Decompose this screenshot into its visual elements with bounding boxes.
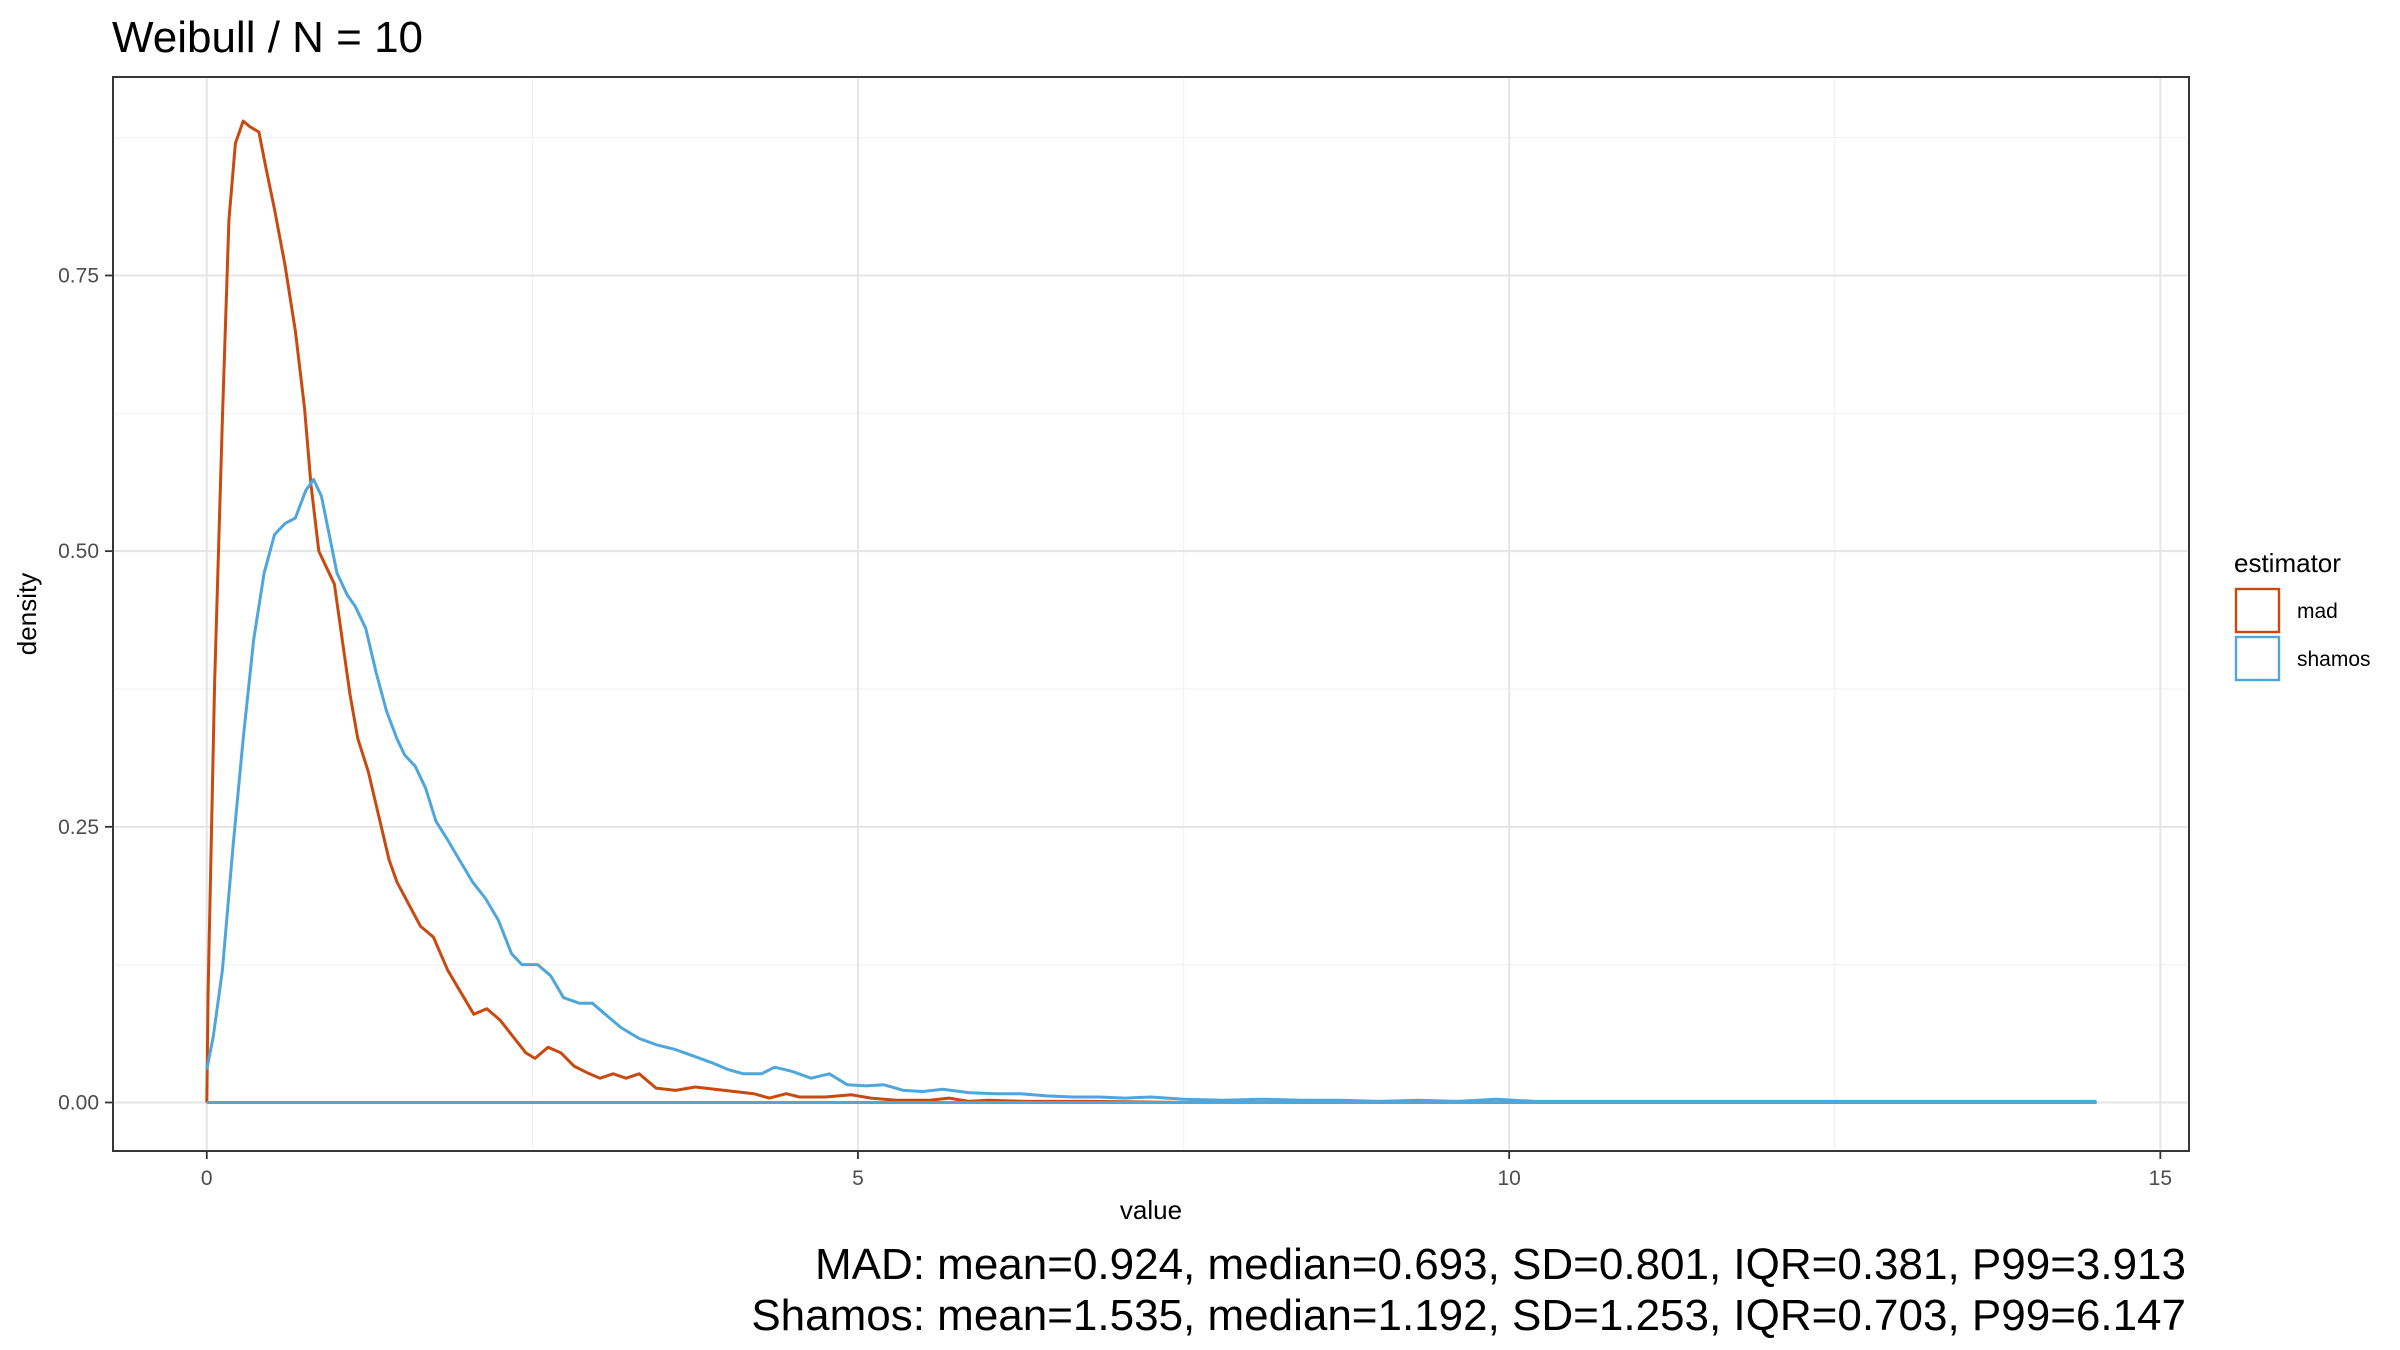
caption-shamos: Shamos: mean=1.535, median=1.192, SD=1.2… (751, 1291, 2186, 1340)
y-tick-label: 0.00 (58, 1091, 99, 1114)
x-tick-label: 10 (1497, 1167, 1520, 1190)
legend-label-mad: mad (2297, 600, 2338, 623)
x-tick-label: 0 (201, 1167, 213, 1190)
x-tick-label: 15 (2149, 1167, 2172, 1190)
x-axis: 0 5 10 15 (201, 1151, 2172, 1190)
legend: estimator mad shamos (2234, 548, 2371, 682)
y-tick-label: 0.75 (58, 264, 99, 287)
series-line-shamos (205, 478, 2097, 1104)
legend-label-shamos: shamos (2297, 648, 2371, 671)
y-axis: 0.00 0.25 0.50 0.75 (58, 264, 113, 1114)
y-axis-label: density (12, 573, 42, 655)
y-tick-label: 0.50 (58, 540, 99, 563)
series-layer (205, 119, 2097, 1104)
legend-key-shamos (2234, 635, 2281, 682)
legend-key-mad (2234, 587, 2281, 634)
x-tick-label: 5 (852, 1167, 864, 1190)
caption-mad: MAD: mean=0.924, median=0.693, SD=0.801,… (815, 1240, 2186, 1289)
grid-minor (113, 77, 2189, 1151)
legend-title: estimator (2234, 548, 2341, 578)
plot-panel (112, 76, 2190, 1152)
x-axis-label: value (1120, 1195, 1182, 1225)
y-tick-label: 0.25 (58, 816, 99, 839)
chart-title: Weibull / N = 10 (112, 13, 423, 62)
plot-panel-border (112, 76, 2190, 1152)
series-line-mad (205, 119, 2097, 1104)
